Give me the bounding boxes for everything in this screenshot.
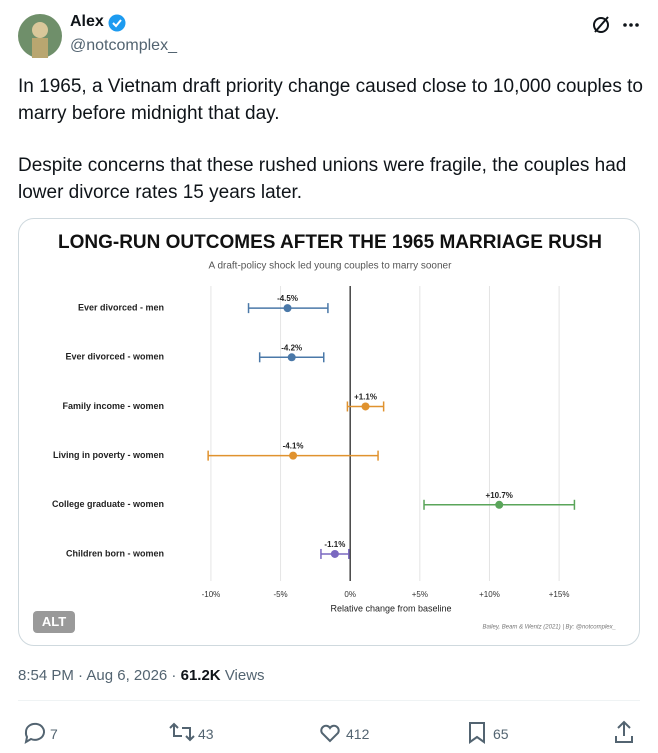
repost-icon[interactable]	[169, 722, 195, 742]
divider	[18, 700, 640, 701]
category-label: Ever divorced - men	[78, 303, 164, 313]
alt-text[interactable]: ALT	[42, 614, 66, 629]
x-tick-label: +10%	[479, 590, 500, 599]
category-label: Living in poverty - women	[53, 450, 164, 460]
category-label: Ever divorced - women	[65, 352, 164, 362]
x-tick-label: -10%	[202, 590, 221, 599]
chart-title: LONG-RUN OUTCOMES AFTER THE 1965 MARRIAG…	[58, 232, 602, 253]
repost-count[interactable]: 43	[198, 726, 214, 742]
point	[495, 500, 504, 509]
views-count: 61.2K	[180, 667, 221, 684]
header-icons[interactable]	[592, 14, 642, 36]
reply-count[interactable]: 7	[50, 726, 58, 742]
tweet-text: Despite concerns that these rushed union…	[18, 155, 627, 203]
x-axis-label: Relative change from baseline	[330, 603, 451, 613]
bookmark-count[interactable]: 65	[493, 726, 509, 742]
timestamp[interactable]: 8:54 PM · Aug 6, 2026 ·	[18, 667, 181, 684]
point	[330, 549, 339, 558]
timestamp-row: 8:54 PM · Aug 6, 2026 · 61.2K Views	[18, 667, 265, 684]
share-icon[interactable]	[615, 720, 633, 743]
value-label: +10.7%	[486, 491, 513, 500]
value-label: -4.2%	[281, 343, 302, 352]
like-icon[interactable]	[320, 724, 340, 743]
verified-badge	[108, 14, 126, 32]
source: Bailey, Beam & Wentz (2021) | By: @notco…	[483, 625, 617, 631]
x-tick-label: 0%	[344, 590, 356, 599]
alt-badge[interactable]	[33, 611, 75, 633]
point	[289, 451, 298, 460]
action-icons	[24, 720, 633, 745]
chart-subtitle: A draft-policy shock led young couples t…	[209, 261, 453, 272]
point	[283, 304, 292, 313]
user-handle[interactable]: @notcomplex_	[70, 37, 177, 54]
point	[287, 353, 296, 362]
value-label: -4.1%	[283, 442, 304, 451]
media-card[interactable]: LONG-RUN OUTCOMES AFTER THE 1965 MARRIAG…	[18, 218, 640, 646]
x-tick-label: +15%	[549, 590, 570, 599]
category-label: Family income - women	[62, 401, 164, 411]
point	[361, 402, 370, 411]
views-label: Views	[224, 667, 265, 684]
tweet-text: In 1965, a Vietnam draft priority change…	[18, 76, 643, 124]
like-count[interactable]: 412	[346, 726, 370, 742]
user-name[interactable]: Alex	[70, 13, 104, 30]
avatar[interactable]	[18, 14, 62, 58]
bookmark-icon[interactable]	[469, 722, 485, 744]
value-label: +1.1%	[354, 393, 377, 402]
category-label: College graduate - women	[52, 499, 164, 509]
category-label: Children born - women	[66, 548, 164, 558]
value-label: -1.1%	[324, 540, 345, 549]
value-label: -4.5%	[277, 294, 298, 303]
reply-icon[interactable]	[24, 722, 45, 745]
chart: LONG-RUN OUTCOMES AFTER THE 1965 MARRIAG…	[33, 232, 617, 633]
x-tick-label: -5%	[273, 590, 287, 599]
x-tick-label: +5%	[412, 590, 428, 599]
